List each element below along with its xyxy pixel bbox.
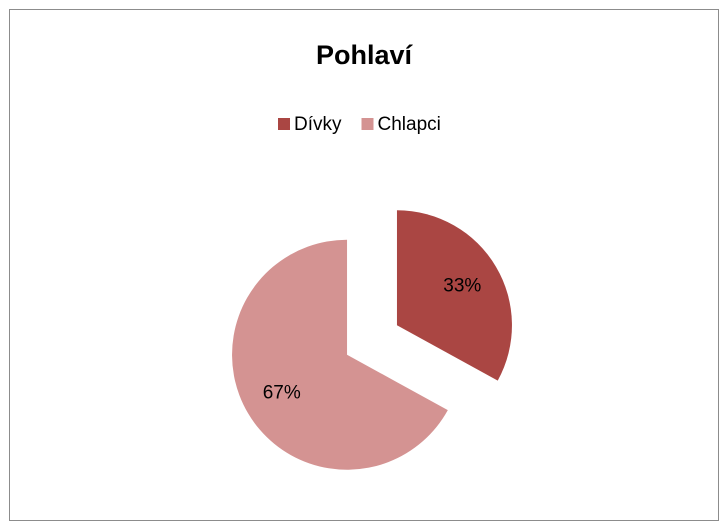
chart-title: Pohlaví [316,40,414,70]
legend-swatch [278,118,290,130]
legend-label: Chlapci [378,114,441,135]
data-label: 33% [443,276,481,297]
pie-slice [232,239,448,470]
legend-swatch [361,118,374,130]
legend-label: Dívky [294,114,342,135]
pie-slice [396,210,512,381]
data-label: 67% [263,382,301,403]
